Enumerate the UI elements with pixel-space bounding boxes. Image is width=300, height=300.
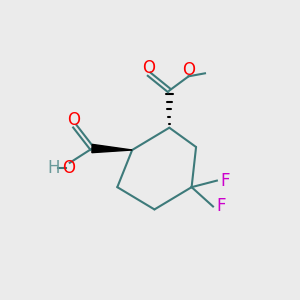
Text: O: O	[67, 111, 80, 129]
Text: O: O	[62, 159, 75, 177]
Text: O: O	[182, 61, 195, 79]
Text: F: F	[217, 197, 226, 215]
Text: O: O	[142, 59, 155, 77]
Polygon shape	[92, 144, 132, 153]
Text: F: F	[220, 172, 230, 190]
Text: H: H	[47, 159, 60, 177]
